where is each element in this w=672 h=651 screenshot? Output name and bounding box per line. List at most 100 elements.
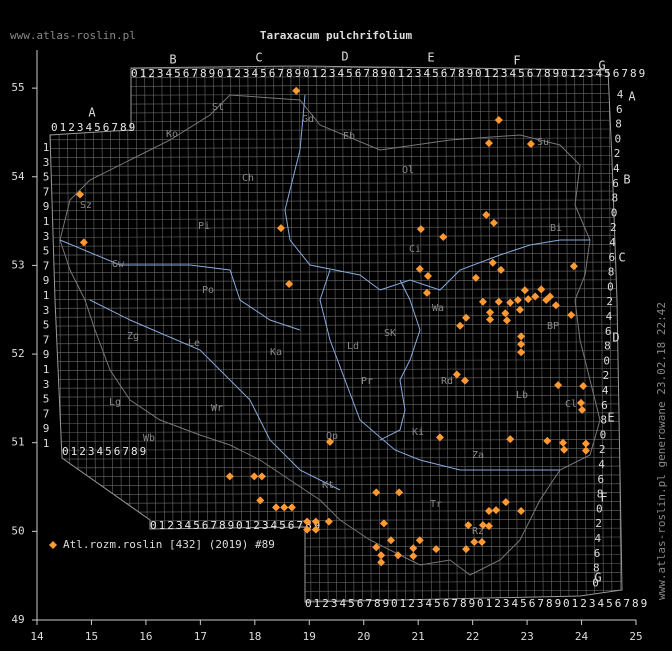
occurrence-point — [542, 295, 551, 304]
occurrence-point — [502, 316, 511, 325]
occurrence-point — [569, 262, 578, 271]
occurrence-point — [280, 503, 289, 512]
occurrence-point — [287, 503, 296, 512]
region-label: Le — [188, 338, 200, 349]
occurrence-point — [501, 309, 510, 318]
grid-digit: 6 — [605, 325, 612, 338]
grid-digit: 6 — [609, 251, 616, 264]
region-label: Cl — [565, 399, 577, 410]
grid-digits: 0123456789 — [236, 519, 322, 532]
grid-digits: 0123456789 — [51, 121, 137, 134]
grid-digit: 8 — [615, 118, 622, 131]
x-tick-label: 14 — [30, 630, 44, 643]
grid-digit: 4 — [617, 88, 624, 101]
grid-letter: E — [607, 411, 614, 425]
grid-cell-line — [118, 66, 123, 602]
region-label: Kt — [322, 480, 334, 491]
region-label: Ci — [409, 244, 421, 255]
grid-cell-line — [50, 492, 622, 495]
river — [89, 299, 341, 491]
grid-cell-line — [531, 66, 535, 602]
grid-digit: 1 — [43, 289, 50, 302]
grid-digits: 0123456789 — [305, 597, 391, 610]
occurrence-point — [559, 438, 568, 447]
occurrence-point — [409, 552, 418, 561]
occurrence-point — [551, 301, 560, 310]
grid-digits: 0123456789 — [475, 67, 561, 80]
grid-cell-line — [50, 385, 622, 389]
grid-digit: 6 — [612, 177, 619, 190]
border — [59, 94, 601, 576]
occurrence-point — [581, 446, 590, 455]
grid-digit: 5 — [43, 319, 50, 332]
grid-cell-line — [50, 527, 622, 531]
grid-cell-line — [505, 66, 510, 602]
occurrence-point — [324, 517, 333, 526]
grid-digits: 0123456789 — [150, 519, 236, 532]
y-tick-label: 53 — [11, 258, 24, 271]
grid-digit: 3 — [43, 230, 50, 243]
grid-cell-line — [238, 66, 243, 602]
grid-letter: B — [623, 173, 630, 187]
grid-cell-line — [565, 66, 570, 602]
grid-cell-line — [50, 208, 622, 212]
occurrence-point — [577, 398, 586, 407]
grid-cell-line — [50, 350, 622, 354]
y-tick-label: 49 — [11, 613, 24, 626]
grid-cell-line — [66, 66, 71, 602]
region-label: Ol — [402, 165, 414, 176]
occurrence-point — [579, 381, 588, 390]
grid-cell-line — [50, 243, 622, 247]
x-tick-label: 15 — [85, 630, 98, 643]
grid-digit: 4 — [602, 384, 609, 397]
grid-cell-line — [600, 66, 604, 602]
grid-digit: 8 — [604, 340, 611, 353]
region-label: Ko — [166, 129, 178, 140]
region-label: Sz — [80, 200, 92, 211]
occurrence-point — [461, 376, 470, 385]
grid-digits: 0123456789 — [131, 67, 217, 80]
occurrence-point — [471, 273, 480, 282]
grid-digit: 4 — [613, 162, 620, 175]
grid-digits: 0123456789 — [391, 597, 477, 610]
grid-cell-line — [75, 66, 80, 602]
grid-letter: A — [88, 106, 96, 120]
grid-digit: 2 — [595, 517, 602, 530]
occurrence-point — [456, 321, 465, 330]
grid-digit: 0 — [603, 354, 610, 367]
occurrence-point — [496, 265, 505, 274]
grid-cell-line — [50, 119, 622, 123]
grid-digits: 0123456789 — [62, 445, 148, 458]
river — [59, 239, 301, 331]
grid-cell-line — [50, 563, 622, 566]
grid-cell-line — [187, 66, 191, 602]
grid-digit: 9 — [43, 200, 50, 213]
occurrence-point — [303, 517, 312, 526]
grid-digits: 0123456789 — [303, 67, 389, 80]
occurrence-point — [272, 503, 281, 512]
grid-cell-line — [50, 430, 622, 433]
occurrence-point — [462, 313, 471, 322]
footnote: www.atlas-roslin.pl generowane 23.02.18 … — [655, 302, 668, 600]
x-tick-label: 19 — [303, 630, 316, 643]
grid-cell-line — [50, 421, 622, 424]
grid-cell-line — [50, 439, 622, 442]
occurrence-point — [303, 525, 312, 534]
grid-cell-line — [50, 341, 622, 345]
grid-digit: 1 — [43, 141, 50, 154]
grid-cell-line — [50, 368, 622, 371]
grid-cell-line — [410, 66, 415, 602]
occurrence-point — [379, 519, 388, 528]
grid-cell-line — [548, 66, 553, 602]
grid-cell-line — [402, 66, 406, 602]
x-tick-label: 16 — [139, 630, 152, 643]
region-label: Po — [202, 285, 214, 296]
grid-digit: 6 — [594, 547, 601, 560]
occurrence-point — [285, 280, 294, 289]
grid-digits: 0123456789 — [563, 597, 649, 610]
grid-cell-line — [50, 288, 622, 291]
grid-digit: 7 — [43, 333, 50, 346]
grid-digit: 5 — [43, 393, 50, 406]
grid-cell-line — [50, 199, 622, 203]
occurrence-point — [415, 536, 424, 545]
